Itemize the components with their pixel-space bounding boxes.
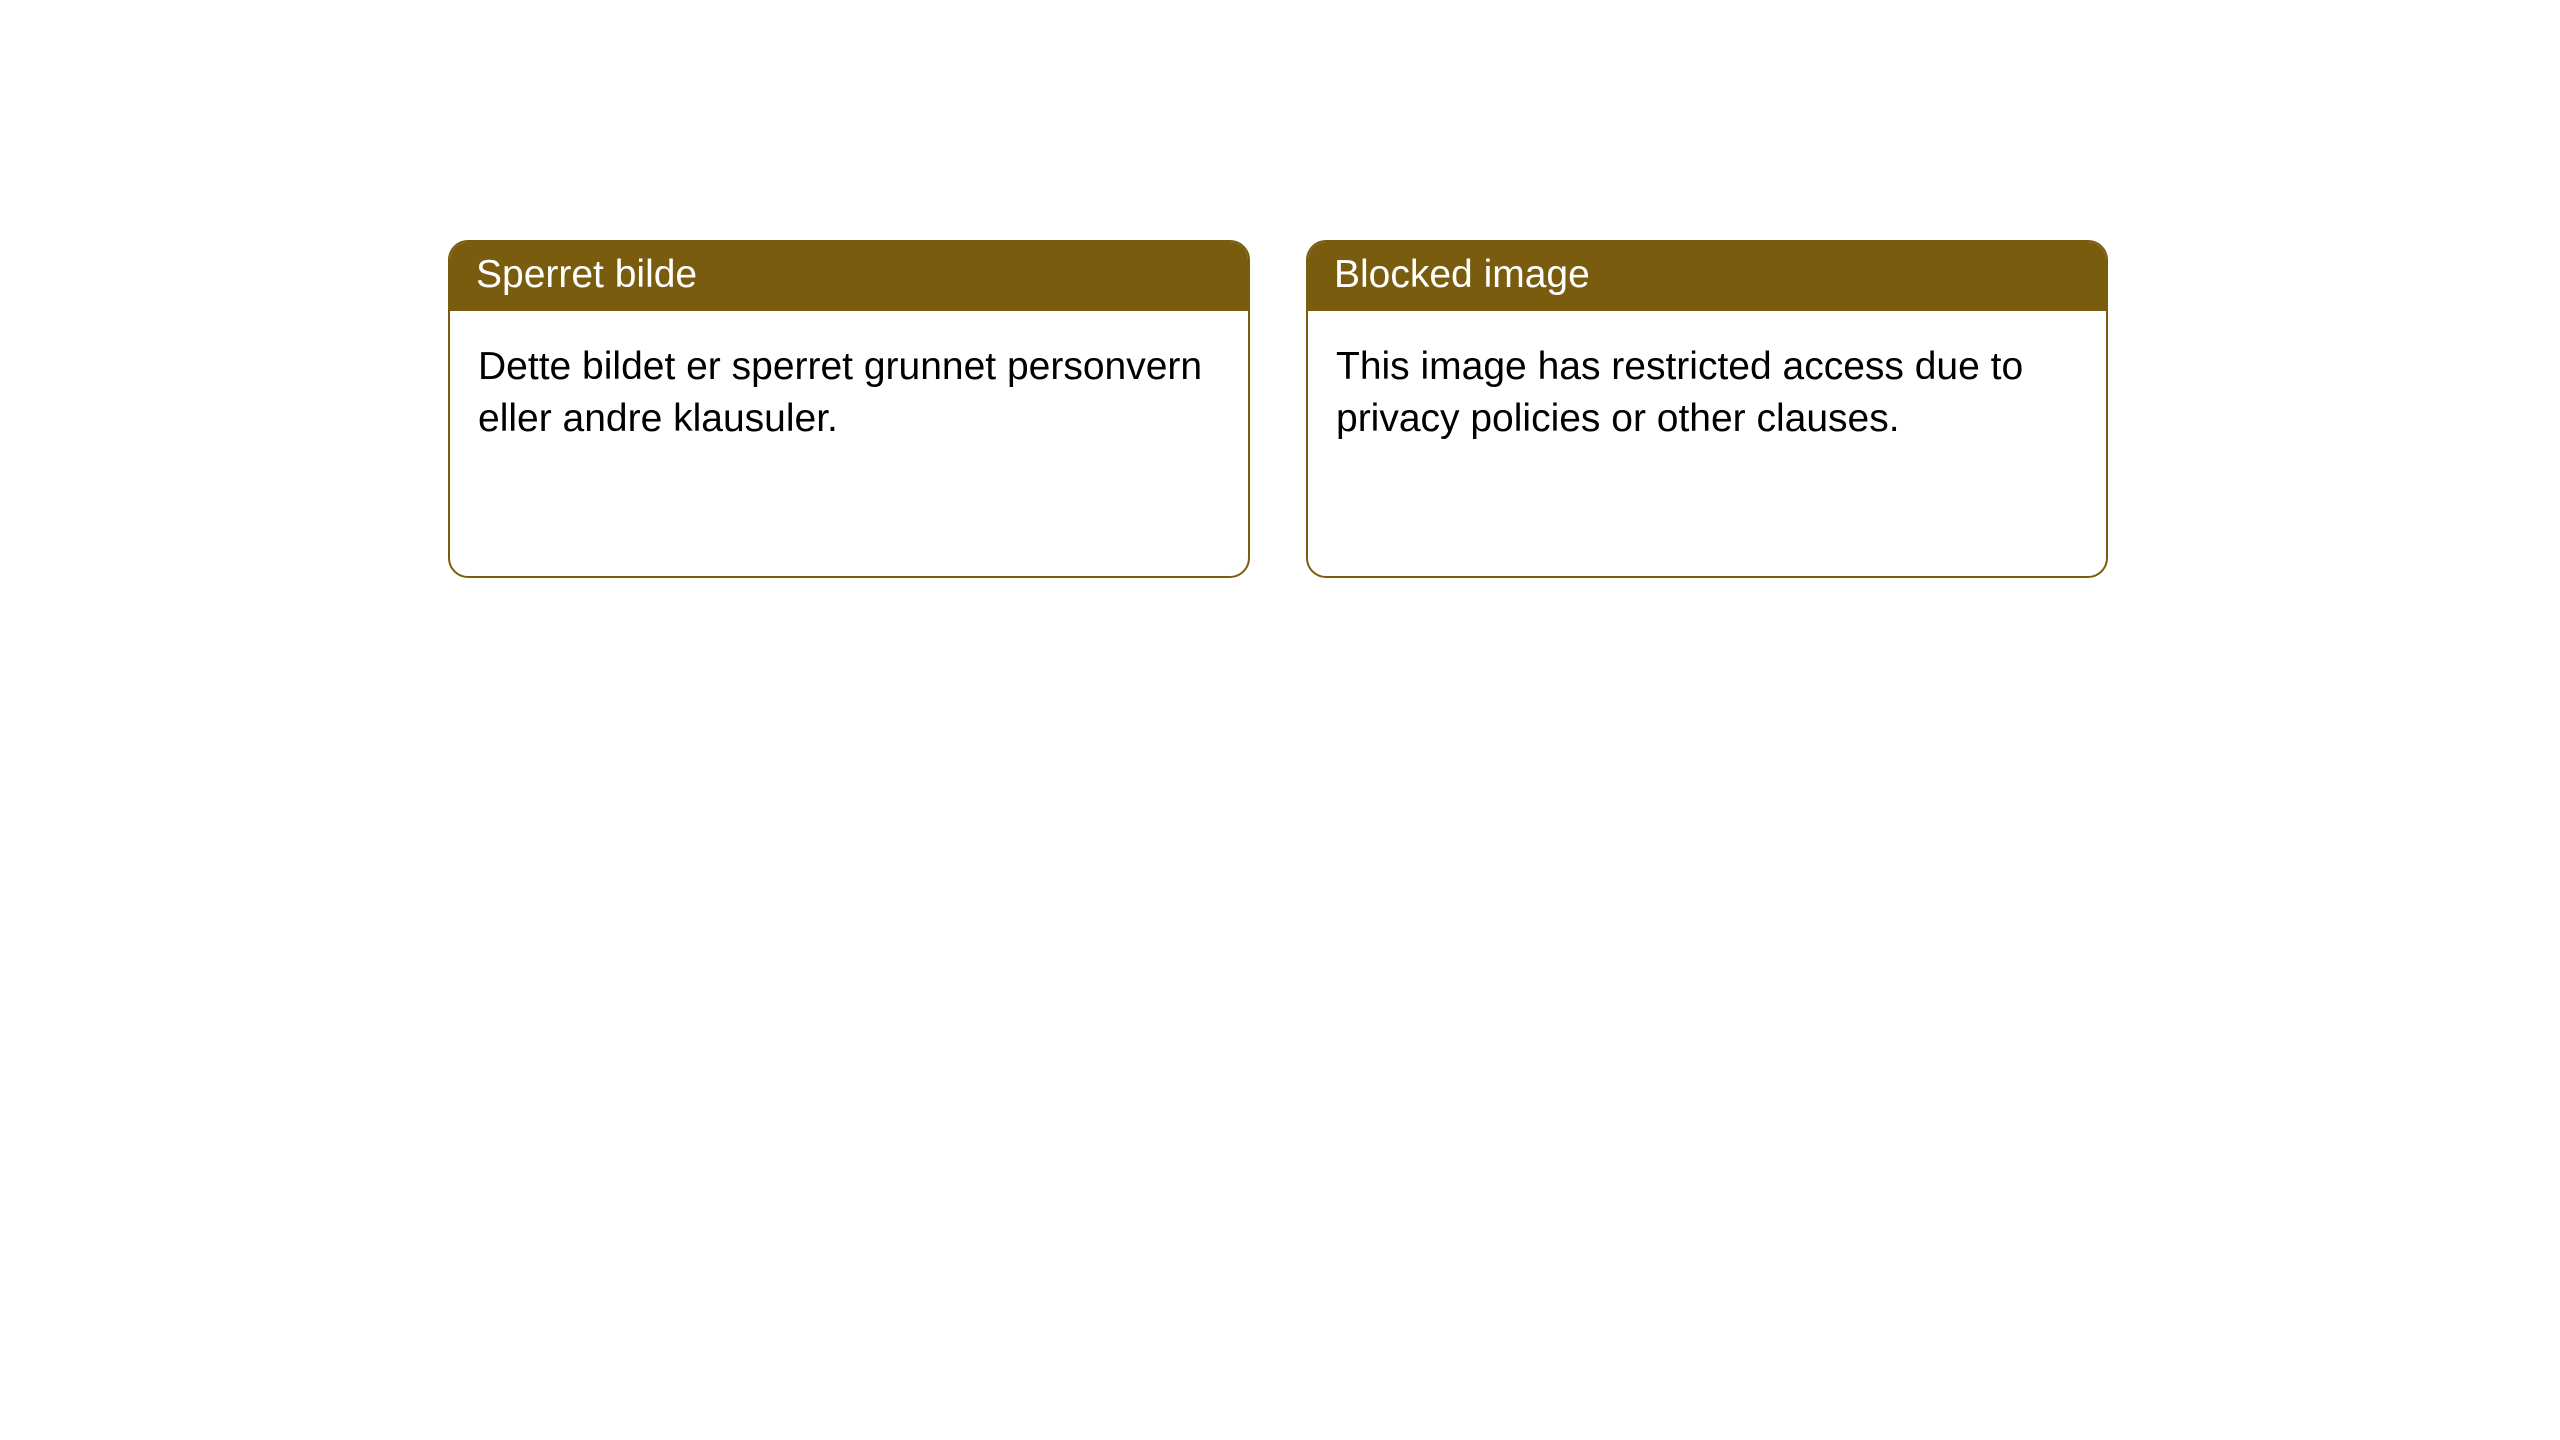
notice-header: Sperret bilde	[450, 242, 1248, 311]
notice-body: Dette bildet er sperret grunnet personve…	[450, 311, 1248, 476]
notice-card-english: Blocked image This image has restricted …	[1306, 240, 2108, 578]
notice-card-norwegian: Sperret bilde Dette bildet er sperret gr…	[448, 240, 1250, 578]
notice-container: Sperret bilde Dette bildet er sperret gr…	[0, 0, 2560, 578]
notice-header: Blocked image	[1308, 242, 2106, 311]
notice-body: This image has restricted access due to …	[1308, 311, 2106, 476]
